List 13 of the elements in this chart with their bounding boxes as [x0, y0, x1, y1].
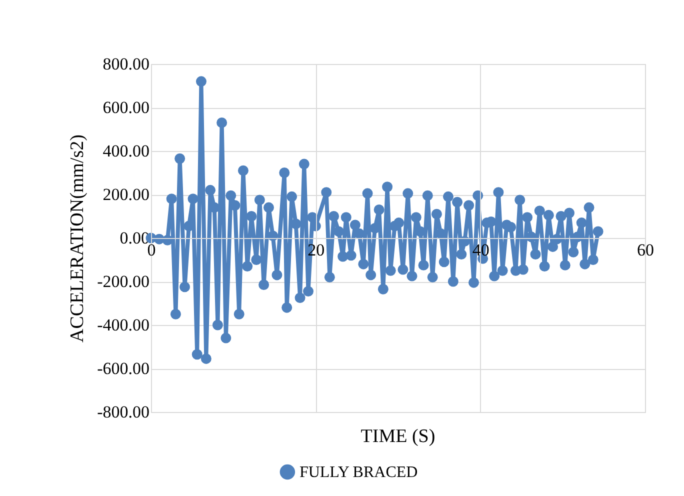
x-axis-title: TIME (S) — [360, 426, 436, 447]
y-tick-label: -800.00 — [97, 402, 150, 422]
y-tick-label: -200.00 — [97, 272, 150, 291]
y-tick-label: 400.00 — [102, 142, 150, 160]
y-tick-label: 200.00 — [102, 185, 150, 204]
x-tick-label: 60 — [637, 240, 654, 260]
legend-label: FULLY BRACED — [299, 464, 418, 481]
y-tick-label: -600.00 — [97, 359, 150, 378]
y-tick-label: 600.00 — [102, 98, 150, 117]
y-tick-label: -400.00 — [97, 316, 150, 334]
x-tick-label: 0 — [147, 240, 156, 260]
y-tick-label: 800.00 — [102, 54, 150, 74]
y-axis-title: ACCELERATION(mm/s2) — [67, 134, 88, 342]
